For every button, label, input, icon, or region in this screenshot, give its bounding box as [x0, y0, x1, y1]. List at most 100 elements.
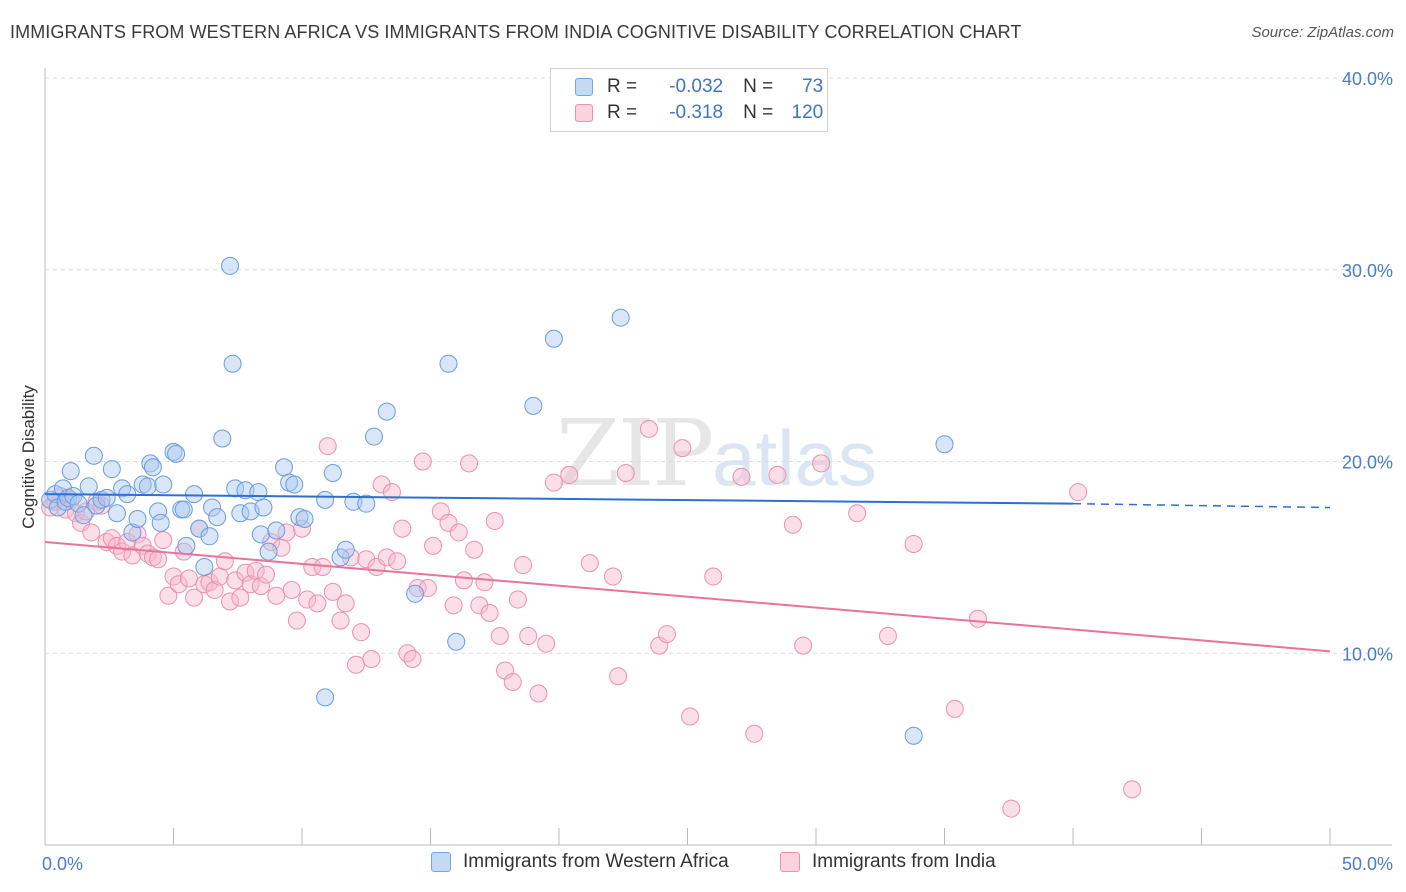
- point-western-africa: [208, 508, 227, 527]
- point-india: [352, 623, 371, 642]
- point-india: [704, 567, 723, 586]
- point-india: [185, 588, 204, 607]
- point-india: [508, 590, 527, 609]
- point-india: [377, 548, 396, 567]
- point-western-africa: [174, 500, 193, 519]
- point-india: [403, 650, 422, 669]
- y-tick-label: 40.0%: [1342, 69, 1393, 89]
- legend-label-india: Immigrants from India: [812, 851, 996, 872]
- point-western-africa: [377, 402, 396, 421]
- legend-swatch-blue: [431, 852, 451, 872]
- point-india: [519, 626, 538, 645]
- trend-lines: [44, 493, 1331, 653]
- point-india: [118, 533, 137, 552]
- source-label: Source: ZipAtlas.com: [1251, 24, 1394, 41]
- point-western-africa: [249, 483, 268, 502]
- point-western-africa: [128, 510, 147, 529]
- point-western-africa: [406, 584, 425, 603]
- legend-swatch-pink: [575, 104, 593, 122]
- point-western-africa: [138, 477, 157, 496]
- point-western-africa: [149, 502, 168, 521]
- point-india: [413, 452, 432, 471]
- legend-r-value: -0.318: [669, 102, 724, 123]
- point-india: [372, 475, 391, 494]
- point-india: [107, 536, 126, 555]
- point-western-africa: [102, 460, 121, 479]
- point-india: [968, 609, 987, 628]
- legend-n-value: 73: [802, 76, 824, 97]
- point-india: [529, 684, 548, 703]
- point-western-africa: [221, 256, 240, 275]
- point-india: [794, 636, 813, 655]
- point-india: [82, 523, 101, 542]
- point-india: [251, 577, 270, 596]
- point-western-africa: [364, 427, 383, 446]
- trendline-western-africa: [44, 493, 1074, 505]
- point-western-africa: [904, 726, 923, 745]
- point-india: [878, 626, 897, 645]
- point-india: [159, 586, 178, 605]
- point-india: [848, 504, 867, 523]
- point-india: [639, 419, 658, 438]
- point-india: [221, 592, 240, 611]
- watermark-atlas: atlas: [712, 414, 877, 502]
- series-western-africa-points: [41, 256, 954, 745]
- point-western-africa: [61, 462, 80, 481]
- point-western-africa: [190, 519, 209, 538]
- point-india: [267, 586, 286, 605]
- point-india: [154, 531, 173, 550]
- point-india: [287, 611, 306, 630]
- legend-n-value: 120: [791, 102, 824, 123]
- point-india: [616, 464, 635, 483]
- point-western-africa: [275, 458, 294, 477]
- point-western-africa: [123, 523, 142, 542]
- point-india: [336, 594, 355, 613]
- point-western-africa: [267, 521, 286, 540]
- y-tick-label: 30.0%: [1342, 261, 1393, 281]
- point-india: [226, 571, 245, 590]
- point-india: [945, 699, 964, 718]
- y-tick-label: 10.0%: [1342, 644, 1393, 664]
- legend-r-label: R =: [607, 102, 638, 123]
- point-western-africa: [323, 464, 342, 483]
- point-western-africa: [611, 308, 630, 327]
- point-india: [681, 707, 700, 726]
- point-india: [388, 552, 407, 571]
- point-india: [480, 603, 499, 622]
- point-india: [362, 650, 381, 669]
- point-western-africa: [200, 527, 219, 546]
- point-india: [609, 667, 628, 686]
- series-india-points: [41, 419, 1142, 818]
- point-india: [318, 437, 337, 456]
- point-india: [1002, 799, 1021, 818]
- trendline-western-africa-extension: [1072, 502, 1331, 509]
- chart-title: IMMIGRANTS FROM WESTERN AFRICA VS IMMIGR…: [10, 22, 1022, 42]
- point-india: [179, 569, 198, 588]
- legend-r-label: R =: [607, 76, 638, 97]
- point-india: [812, 454, 831, 473]
- point-india: [393, 519, 412, 538]
- point-india: [768, 465, 787, 484]
- point-india: [303, 557, 322, 576]
- point-western-africa: [447, 632, 466, 651]
- point-india: [231, 588, 250, 607]
- point-india: [783, 515, 802, 534]
- legend-n-label: N =: [743, 76, 774, 97]
- point-india: [470, 596, 489, 615]
- point-india: [424, 536, 443, 555]
- point-western-africa: [336, 540, 355, 559]
- legend-item-western-africa: Immigrants from Western Africa: [431, 851, 729, 873]
- point-western-africa: [164, 442, 183, 461]
- point-western-africa: [439, 354, 458, 373]
- point-western-africa: [935, 435, 954, 454]
- legend-row-india: R = -0.318 N = 120: [575, 100, 823, 126]
- point-india: [398, 644, 417, 663]
- point-india: [465, 540, 484, 559]
- point-india: [503, 673, 522, 692]
- point-western-africa: [357, 494, 376, 513]
- y-tick-label: 20.0%: [1342, 453, 1393, 473]
- point-india: [673, 439, 692, 458]
- point-western-africa: [316, 688, 335, 707]
- point-india: [357, 550, 376, 569]
- point-western-africa: [254, 498, 273, 517]
